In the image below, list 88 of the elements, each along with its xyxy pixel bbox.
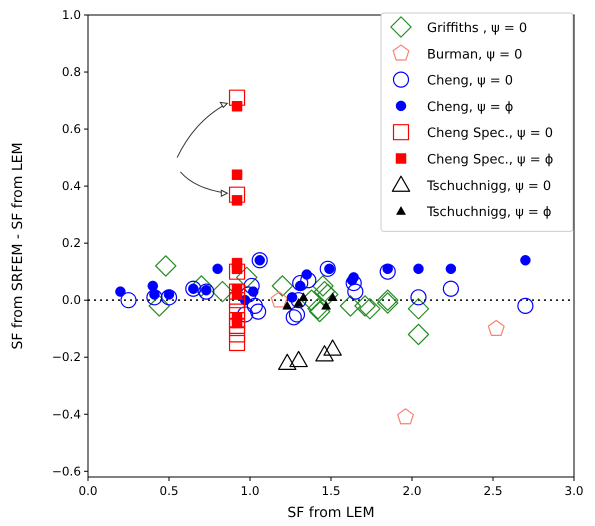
point <box>232 195 242 206</box>
point <box>314 280 336 302</box>
y-tick-label: 0.0 <box>62 293 81 308</box>
point <box>397 408 414 424</box>
y-axis-title: SF from SRFEM - SF from LEM <box>10 142 26 350</box>
point <box>252 252 268 268</box>
point <box>380 264 396 280</box>
point <box>354 295 376 317</box>
x-tick-label: 1.0 <box>240 484 260 498</box>
x-tick-label: 3.0 <box>564 484 584 498</box>
point <box>272 275 294 297</box>
point <box>146 289 163 306</box>
x-tick-label: 2.5 <box>483 484 503 498</box>
legend-label: Burman, ψ = 0 <box>427 47 522 62</box>
point <box>346 274 362 292</box>
point <box>270 291 288 308</box>
point <box>228 334 246 352</box>
x-tick-label: 2.0 <box>402 484 422 498</box>
legend-label: Cheng Spec., ψ = 0 <box>427 126 553 142</box>
point <box>300 272 316 288</box>
point <box>148 295 170 317</box>
point <box>115 286 126 297</box>
point <box>315 345 334 362</box>
point <box>212 280 234 302</box>
point <box>317 284 338 306</box>
y-tick-label: 0.6 <box>62 122 81 136</box>
legend-label: Cheng, ψ = ϕ <box>427 100 514 115</box>
point <box>155 255 176 277</box>
y-tick-label: −0.4 <box>52 407 81 422</box>
y-tick-label: 1.0 <box>62 8 81 22</box>
point <box>410 289 427 306</box>
point <box>237 306 254 323</box>
point <box>190 275 212 297</box>
point <box>236 266 258 288</box>
point <box>292 274 308 292</box>
point <box>286 292 298 303</box>
y-tick-label: 0.4 <box>62 179 81 194</box>
point <box>289 350 308 368</box>
point <box>446 264 456 274</box>
point <box>250 304 266 320</box>
point <box>413 264 424 274</box>
point <box>228 303 246 320</box>
point <box>288 306 306 323</box>
x-tick-label: 0.0 <box>78 484 98 498</box>
point <box>228 292 246 308</box>
y-tick-label: −0.6 <box>52 464 81 478</box>
legend-label: Tschuchnigg, ψ = ϕ <box>426 205 552 220</box>
point <box>320 260 336 277</box>
legend-label: Cheng Spec., ψ = ϕ <box>427 152 554 168</box>
point <box>228 284 246 300</box>
point <box>212 264 223 274</box>
point <box>517 298 534 314</box>
point <box>228 90 246 106</box>
point <box>232 101 242 112</box>
point <box>278 354 296 370</box>
point <box>408 324 430 346</box>
x-axis-title: SF from LEM <box>287 505 375 521</box>
point <box>228 186 246 203</box>
legend-label: Griffiths , ψ = 0 <box>427 21 528 36</box>
y-tick-label: −0.2 <box>52 350 81 364</box>
point <box>120 292 137 308</box>
point <box>160 289 178 306</box>
point <box>348 272 359 283</box>
point <box>488 320 505 336</box>
point <box>232 169 242 180</box>
point <box>312 275 334 297</box>
x-tick-label: 0.5 <box>159 484 179 498</box>
point <box>408 298 430 320</box>
point <box>442 280 459 297</box>
point <box>520 255 531 266</box>
point <box>323 339 342 356</box>
point <box>300 289 322 311</box>
point <box>228 264 246 280</box>
point <box>359 298 381 320</box>
legend-label: Tschuchnigg, ψ = 0 <box>426 178 552 194</box>
point <box>301 269 312 280</box>
point <box>148 280 158 292</box>
y-tick-label: 0.8 <box>62 65 81 80</box>
point <box>282 301 292 310</box>
point <box>321 301 331 310</box>
point <box>286 309 302 326</box>
point <box>246 298 263 314</box>
point <box>347 284 364 300</box>
point <box>185 280 202 297</box>
x-tick-label: 1.5 <box>321 484 341 498</box>
legend-label: Cheng, ψ = 0 <box>427 74 514 89</box>
y-tick-label: 0.2 <box>62 236 81 250</box>
point <box>340 295 362 317</box>
